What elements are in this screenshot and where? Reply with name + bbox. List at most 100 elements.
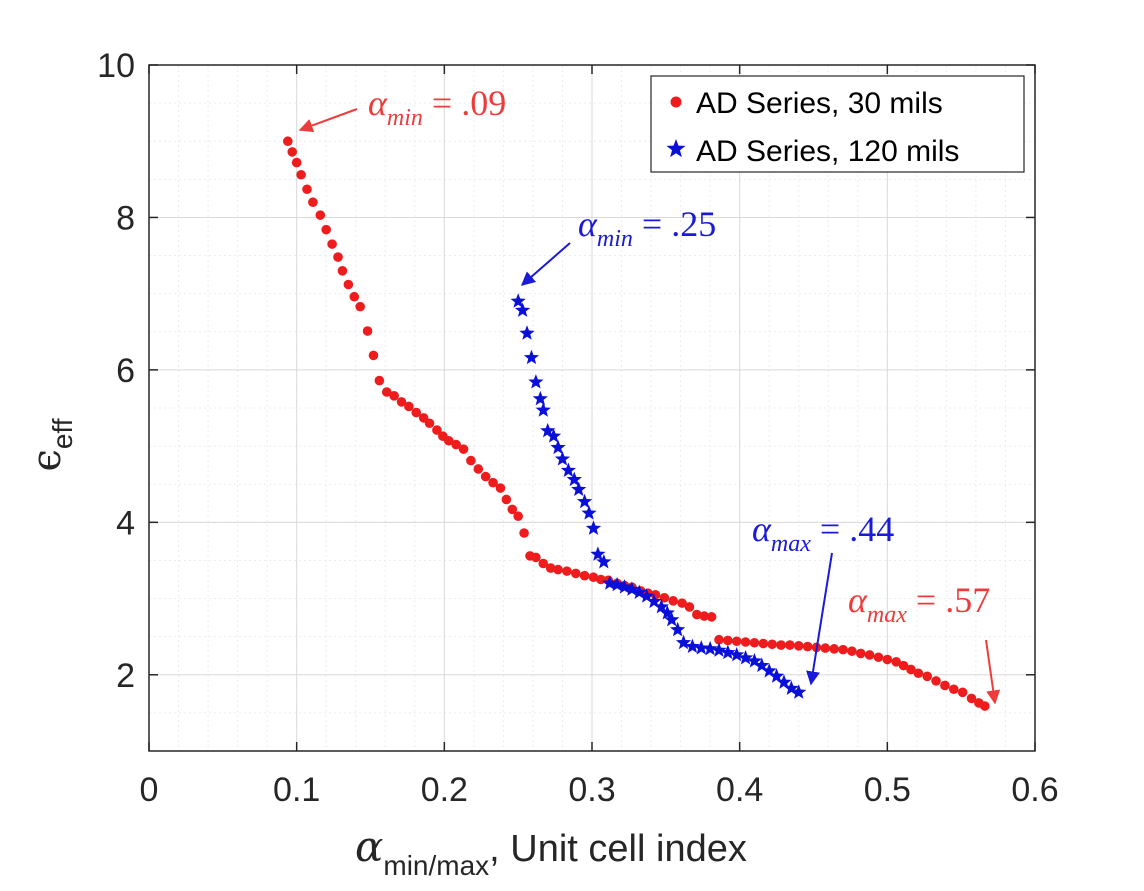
data-point-star	[702, 640, 718, 656]
x-axis-label: αmin/max, Unit cell index	[355, 822, 747, 881]
tick-marks	[148, 64, 1036, 751]
annotation-symbol: α	[848, 580, 868, 620]
data-point-star	[514, 302, 531, 317]
data-point-circle	[740, 637, 751, 647]
data-point-circle	[731, 636, 742, 647]
data-point-circle	[699, 611, 710, 621]
data-point-circle	[519, 528, 529, 538]
annotation-value: = .44	[811, 509, 894, 549]
data-point-star	[670, 621, 686, 637]
data-point-circle	[362, 326, 373, 336]
data-point-star	[631, 584, 647, 599]
y-tick-labels: 2 4 6 8 10	[97, 47, 135, 695]
data-point-circle	[579, 570, 590, 581]
legend-label-series-2: AD Series, 120 mils	[696, 135, 959, 168]
data-point-circle	[355, 301, 365, 312]
data-point-circle	[966, 693, 977, 704]
data-point-star	[653, 598, 670, 614]
data-point-circle	[940, 680, 950, 691]
data-point-circle	[906, 664, 916, 675]
data-point-star	[693, 640, 709, 655]
x-tick-label: 0.2	[421, 771, 468, 809]
data-point-circle	[931, 676, 941, 686]
data-point-circle	[389, 391, 399, 401]
data-point-circle	[473, 464, 484, 474]
legend-label-series-1: AD Series, 30 mils	[696, 87, 943, 120]
data-point-circle	[545, 563, 556, 573]
data-point-circle	[368, 350, 379, 361]
y-tick-label: 2	[116, 657, 135, 695]
data-point-circle	[802, 641, 813, 652]
x-axis-label-symbol: α	[355, 822, 383, 871]
series-2	[510, 293, 807, 699]
data-point-circle	[349, 291, 360, 302]
y-tick-label: 6	[116, 352, 135, 390]
annotation-value: = .25	[633, 204, 716, 244]
data-point-circle	[321, 224, 332, 235]
data-point-circle	[979, 701, 990, 711]
data-point-circle	[706, 612, 717, 622]
data-point-circle	[337, 266, 348, 276]
data-point-star	[523, 349, 540, 365]
data-point-circle	[513, 511, 523, 522]
data-point-circle	[287, 147, 298, 157]
data-point-circle	[411, 407, 422, 418]
data-point-circle	[714, 634, 724, 645]
data-point-star	[616, 579, 633, 594]
x-tick-label: 0.4	[716, 771, 763, 809]
annotation-arrow-blue-min	[520, 242, 571, 286]
data-point-circle	[873, 652, 884, 663]
data-point-circle	[855, 648, 866, 659]
data-point-star	[510, 293, 526, 308]
data-point-circle	[495, 483, 506, 493]
data-point-circle	[948, 684, 959, 695]
annotation-subscript: min	[597, 226, 633, 252]
data-point-circle	[913, 668, 924, 679]
data-point-circle	[776, 640, 786, 650]
data-point-circle	[488, 477, 498, 488]
legend-box	[650, 75, 1025, 173]
data-point-star	[566, 471, 582, 487]
data-point-star	[791, 684, 807, 699]
data-point-star	[664, 611, 680, 627]
data-point-circle	[758, 638, 769, 649]
data-point-circle	[507, 504, 518, 515]
data-point-circle	[723, 635, 733, 646]
data-point-star	[659, 605, 675, 620]
data-point-star	[737, 650, 754, 665]
data-point-circle	[531, 552, 541, 563]
x-tick-label: 0.3	[568, 771, 615, 809]
data-point-circle	[424, 418, 435, 429]
legend-marker-star	[666, 139, 686, 158]
annotation-label-blue-max: αmax = .44	[752, 509, 894, 557]
annotation-value: = .09	[423, 83, 506, 123]
data-point-circle	[480, 471, 491, 482]
data-point-star	[720, 644, 736, 660]
annotation-arrow-red-min	[298, 108, 358, 133]
data-point-star	[581, 505, 597, 520]
data-point-star	[532, 390, 548, 406]
data-point-star	[546, 428, 562, 443]
annotation-subscript: min	[387, 105, 423, 131]
data-point-circle	[381, 387, 392, 397]
data-point-circle	[451, 439, 461, 450]
annotation-arrow-red-max	[985, 639, 1001, 705]
data-point-circle	[404, 401, 414, 412]
data-point-star	[590, 546, 606, 561]
data-point-star	[560, 462, 576, 477]
annotation-symbol: α	[752, 509, 772, 549]
data-point-circle	[396, 397, 407, 407]
data-point-circle	[922, 671, 933, 682]
data-point-circle	[308, 197, 318, 207]
data-point-circle	[315, 210, 326, 220]
data-point-circle	[302, 184, 312, 195]
annotation-label-blue-min: αmin = .25	[578, 204, 716, 252]
y-tick-label: 10	[97, 47, 135, 85]
data-point-circle	[291, 157, 302, 168]
data-point-star	[761, 662, 777, 678]
data-point-circle	[596, 574, 606, 585]
data-point-circle	[829, 644, 839, 654]
data-point-circle	[767, 639, 777, 650]
annotation-subscript: max	[867, 602, 907, 628]
